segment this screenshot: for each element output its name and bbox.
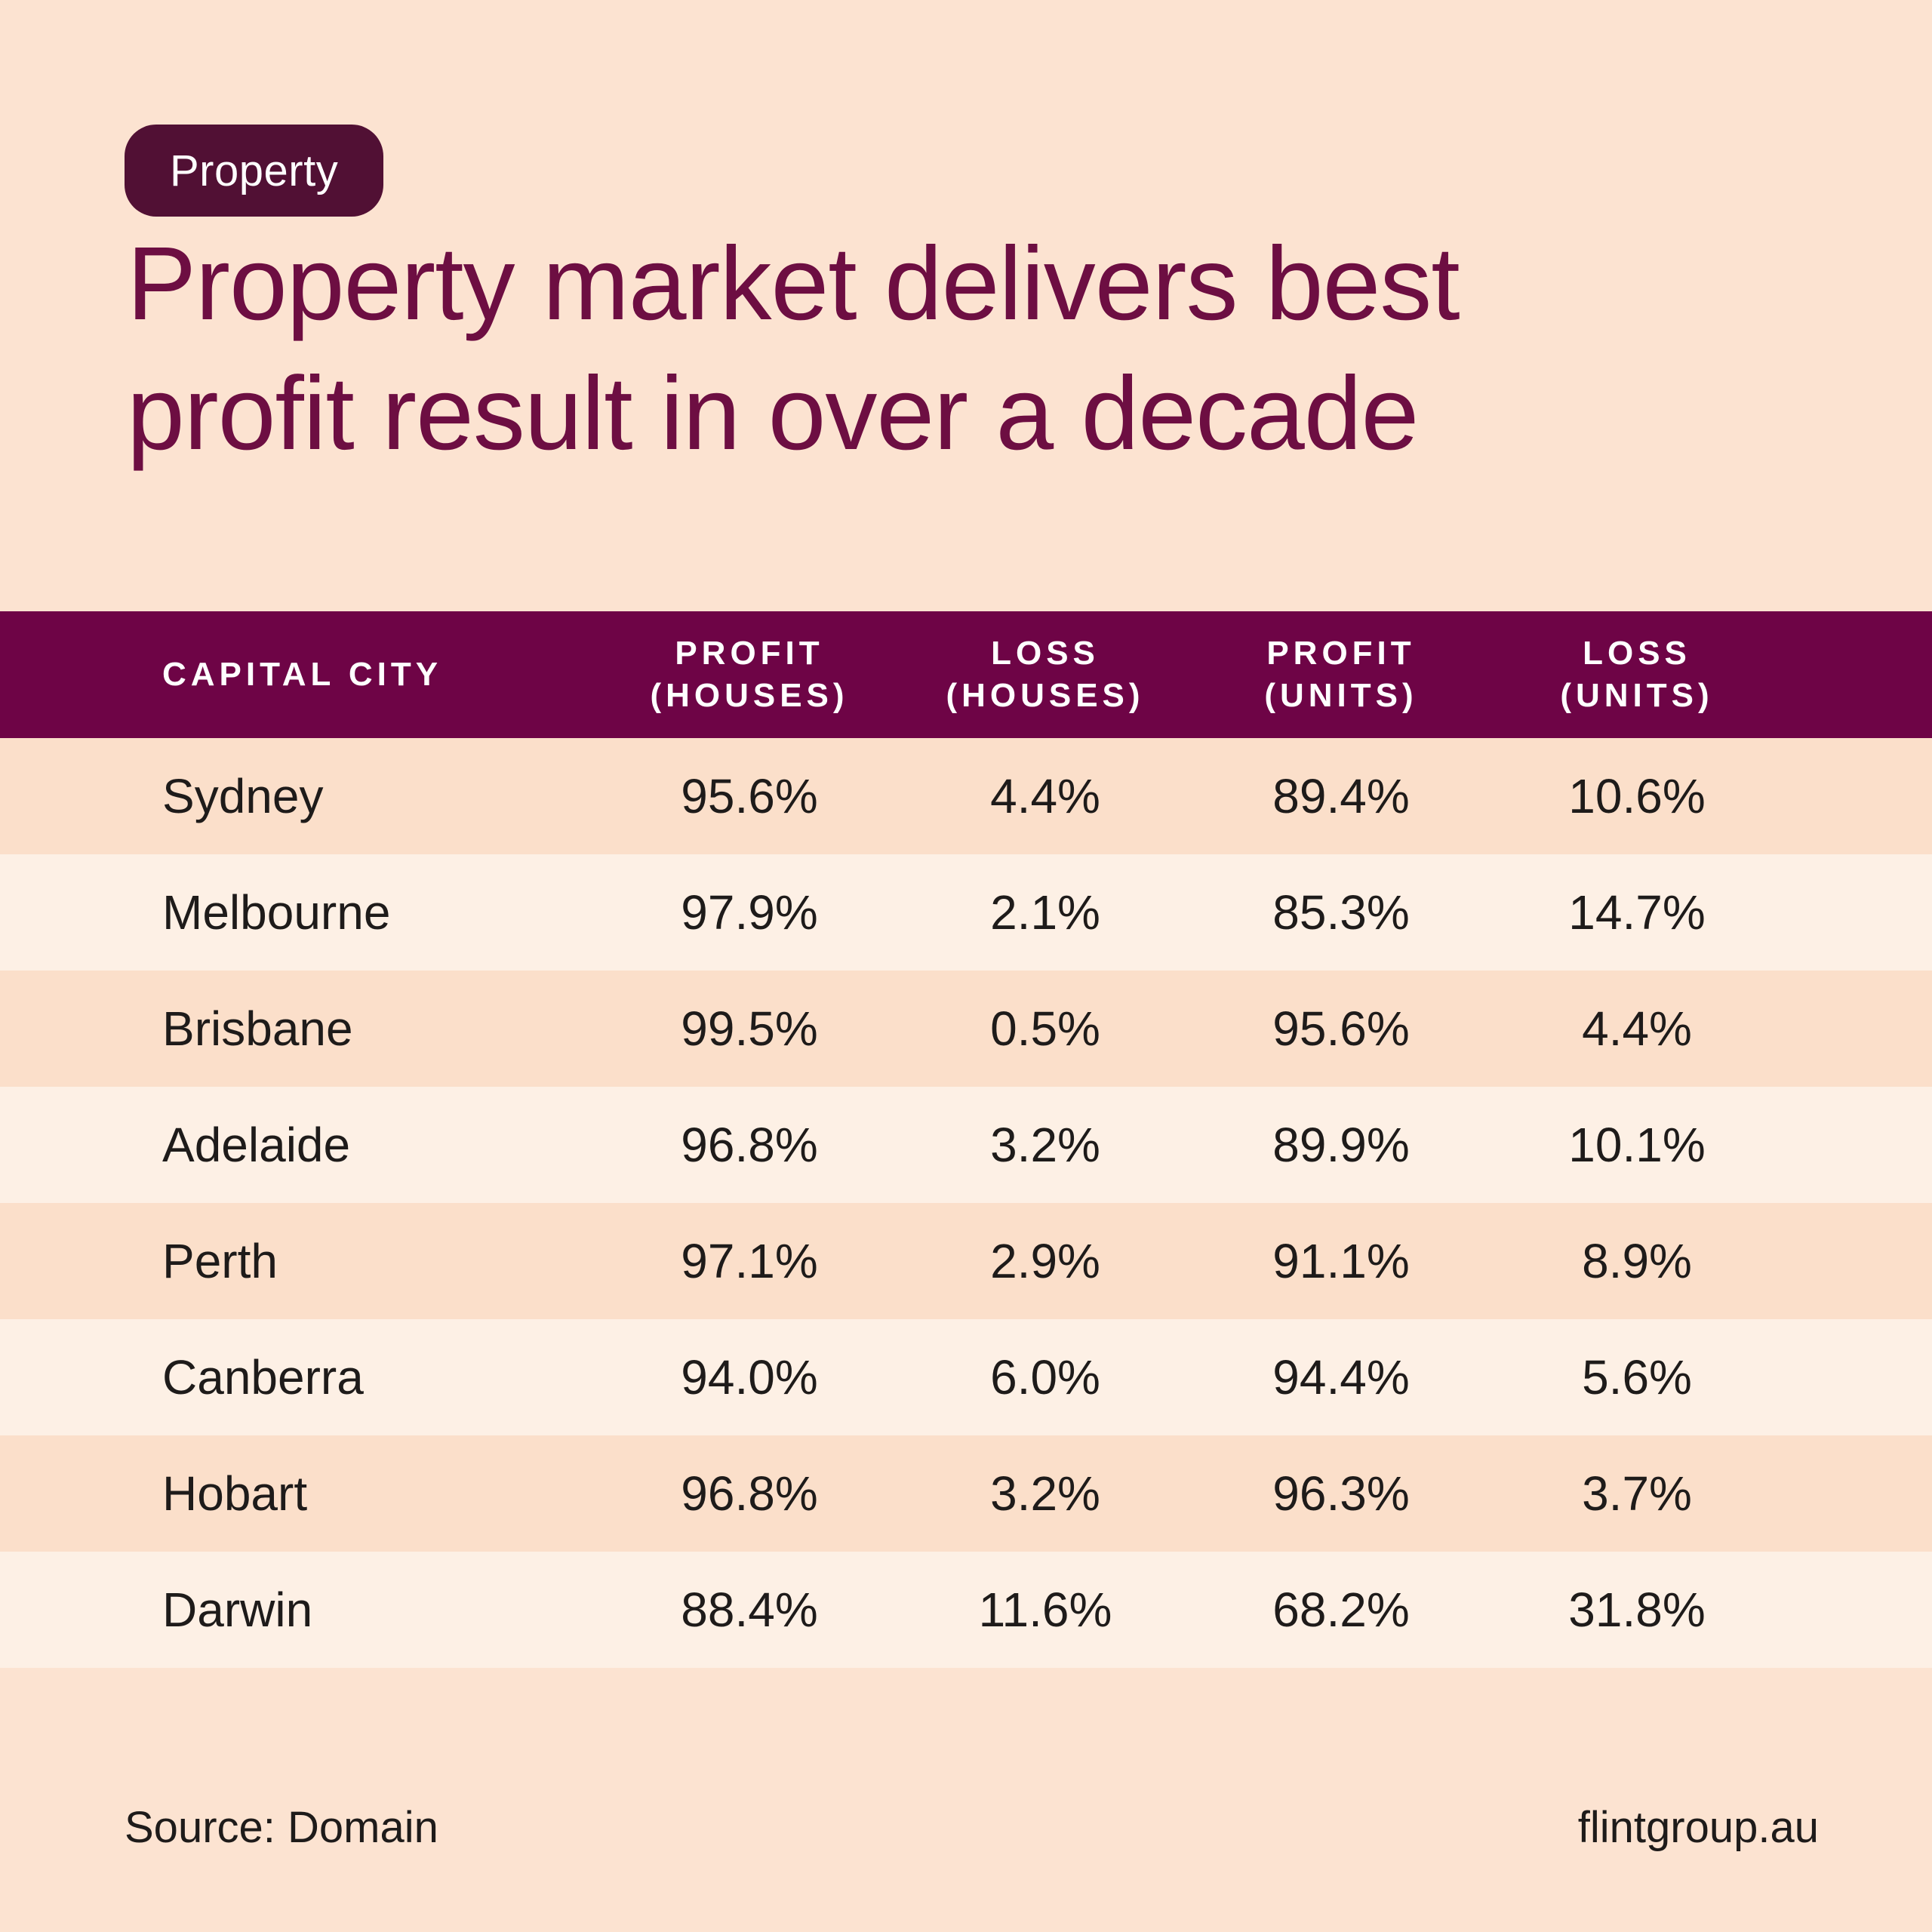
- source-note: Source: Domain: [125, 1803, 438, 1852]
- cell-loss-houses: 2.9%: [990, 1234, 1100, 1288]
- cell-loss-houses: 6.0%: [990, 1350, 1100, 1404]
- cell-profit-units: 85.3%: [1272, 885, 1410, 940]
- cell-loss-units: 4.4%: [1582, 1001, 1692, 1056]
- cell-loss-units: 5.6%: [1582, 1350, 1692, 1404]
- column-header-text: (UNITS): [1560, 677, 1714, 714]
- table-row: Brisbane 99.5% 0.5% 95.6% 4.4%: [0, 971, 1932, 1087]
- table-row: Perth 97.1% 2.9% 91.1% 8.9%: [0, 1203, 1932, 1319]
- cell-profit-houses: 97.1%: [681, 1234, 818, 1288]
- cell-loss-houses: 11.6%: [978, 1583, 1112, 1637]
- cell-profit-houses: 94.0%: [681, 1350, 818, 1404]
- cell-loss-houses: 2.1%: [990, 885, 1100, 940]
- cell-loss-houses: 3.2%: [990, 1466, 1100, 1521]
- cell-loss-units: 10.1%: [1568, 1118, 1706, 1172]
- cell-loss-units: 14.7%: [1568, 885, 1706, 940]
- cell-loss-houses: 3.2%: [990, 1118, 1100, 1172]
- cell-profit-units: 96.3%: [1272, 1466, 1410, 1521]
- page-title-line-1: Property market delivers best: [127, 226, 1460, 342]
- column-header-capital-city: CAPITAL CITY: [0, 654, 601, 696]
- cell-loss-units: 3.7%: [1582, 1466, 1692, 1521]
- cell-loss-units: 31.8%: [1568, 1583, 1706, 1637]
- column-header-profit-houses: PROFIT (HOUSES): [601, 632, 897, 717]
- table-row: Sydney 95.6% 4.4% 89.4% 10.6%: [0, 738, 1932, 854]
- column-header-text: LOSS: [1583, 635, 1691, 672]
- footer: Source: Domain flintgroup.au: [0, 1802, 1932, 1853]
- cell-city: Hobart: [162, 1466, 308, 1521]
- cell-profit-houses: 96.8%: [681, 1466, 818, 1521]
- cell-profit-units: 94.4%: [1272, 1350, 1410, 1404]
- column-header-loss-houses: LOSS (HOUSES): [897, 632, 1193, 717]
- cell-city: Canberra: [162, 1350, 364, 1404]
- cell-profit-units: 91.1%: [1272, 1234, 1410, 1288]
- cell-profit-units: 89.9%: [1272, 1118, 1410, 1172]
- cell-city: Darwin: [162, 1583, 313, 1637]
- table-header-row: CAPITAL CITY PROFIT (HOUSES) LOSS (HOUSE…: [0, 611, 1932, 738]
- cell-loss-houses: 4.4%: [990, 769, 1100, 823]
- cell-profit-houses: 96.8%: [681, 1118, 818, 1172]
- cell-city: Adelaide: [162, 1118, 351, 1172]
- table-row: Darwin 88.4% 11.6% 68.2% 31.8%: [0, 1552, 1932, 1668]
- table-row: Adelaide 96.8% 3.2% 89.9% 10.1%: [0, 1087, 1932, 1203]
- cell-city: Perth: [162, 1234, 278, 1288]
- category-badge-label: Property: [170, 146, 339, 195]
- column-header-text: (HOUSES): [946, 677, 1145, 714]
- page-title: Property market delivers best profit res…: [127, 219, 1460, 478]
- column-header-text: PROFIT: [1266, 635, 1416, 672]
- brand-url: flintgroup.au: [1577, 1803, 1819, 1852]
- cell-loss-houses: 0.5%: [990, 1001, 1100, 1056]
- cell-city: Brisbane: [162, 1001, 353, 1056]
- table-row: Melbourne 97.9% 2.1% 85.3% 14.7%: [0, 854, 1932, 971]
- column-header-text: (HOUSES): [650, 677, 849, 714]
- table-row: Hobart 96.8% 3.2% 96.3% 3.7%: [0, 1435, 1932, 1552]
- cell-profit-houses: 95.6%: [681, 769, 818, 823]
- category-badge: Property: [125, 125, 384, 217]
- cell-profit-units: 68.2%: [1272, 1583, 1410, 1637]
- cell-loss-units: 8.9%: [1582, 1234, 1692, 1288]
- cell-city: Sydney: [162, 769, 324, 823]
- cell-loss-units: 10.6%: [1568, 769, 1706, 823]
- cell-profit-houses: 99.5%: [681, 1001, 818, 1056]
- column-header-text: LOSS: [991, 635, 1100, 672]
- cell-profit-units: 95.6%: [1272, 1001, 1410, 1056]
- page-title-line-2: profit result in over a decade: [127, 355, 1419, 472]
- cell-city: Melbourne: [162, 885, 391, 940]
- column-header-loss-units: LOSS (UNITS): [1489, 632, 1785, 717]
- column-header-text: PROFIT: [675, 635, 824, 672]
- cell-profit-houses: 97.9%: [681, 885, 818, 940]
- column-header-profit-units: PROFIT (UNITS): [1193, 632, 1489, 717]
- cell-profit-houses: 88.4%: [681, 1583, 818, 1637]
- cell-profit-units: 89.4%: [1272, 769, 1410, 823]
- column-header-text: (UNITS): [1264, 677, 1418, 714]
- table-body: Sydney 95.6% 4.4% 89.4% 10.6% Melbourne …: [0, 738, 1932, 1668]
- column-header-text: CAPITAL CITY: [162, 656, 443, 693]
- table-row: Canberra 94.0% 6.0% 94.4% 5.6%: [0, 1319, 1932, 1435]
